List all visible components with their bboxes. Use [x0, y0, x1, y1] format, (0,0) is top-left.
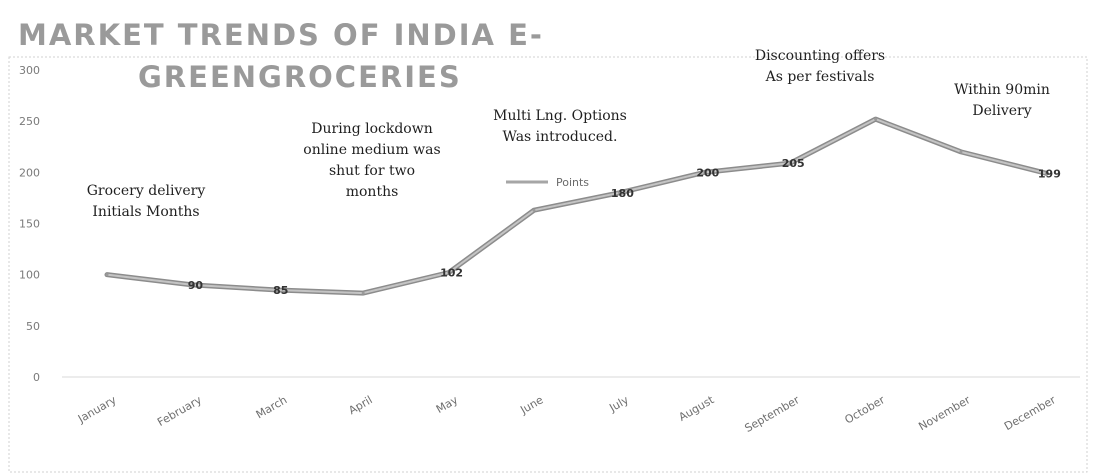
series-line-outline [104, 116, 1049, 296]
data-label-august: 200 [696, 166, 719, 179]
data-point-july [617, 191, 621, 195]
data-point-march [276, 288, 280, 292]
data-point-february [190, 283, 194, 287]
data-point-may [447, 271, 451, 275]
data-point-august [703, 170, 707, 174]
chart-title-line-2: GREENGROCERIES [138, 60, 462, 94]
data-label-may: 102 [440, 267, 463, 280]
chart-frame [8, 56, 1088, 473]
data-label-july: 180 [611, 187, 634, 200]
data-point-april [361, 291, 365, 295]
annotation-2-line-1: During lockdown [311, 121, 432, 137]
data-point-december [1044, 171, 1048, 175]
annotation-5-line-1: Within 90min [954, 82, 1050, 98]
x-tick-label-june: June [517, 393, 545, 417]
x-tick-label-december: December [1002, 393, 1058, 433]
annotation-2-line-3: shut for two [329, 163, 415, 179]
data-label-december: 199 [1038, 167, 1061, 180]
annotation-5-line-2: Delivery [972, 103, 1031, 119]
y-tick-label-250: 250 [19, 115, 40, 128]
x-tick-label-september: September [743, 393, 803, 435]
data-point-june [532, 208, 536, 212]
y-tick-label-0: 0 [33, 371, 40, 384]
data-label-september: 205 [782, 157, 805, 170]
annotation-3-line-2: Was introduced. [503, 129, 618, 145]
annotation-2-line-4: months [346, 184, 399, 200]
y-tick-label-200: 200 [19, 166, 40, 179]
data-point-october [874, 117, 878, 121]
data-label-february: 90 [188, 279, 204, 292]
x-tick-label-april: April [346, 393, 374, 417]
plot-area: 0 50 100 150 200 250 300 January February March Ap… [8, 48, 1088, 473]
data-label-march: 85 [273, 284, 288, 297]
y-tick-label-150: 150 [19, 218, 40, 231]
annotation-4-line-2: As per festivals [765, 69, 875, 85]
x-tick-label-october: October [842, 393, 887, 427]
annotation-1-line-2: Initials Months [92, 204, 199, 220]
annotation-1-line-1: Grocery delivery [87, 183, 206, 199]
x-tick-label-may: May [434, 393, 461, 416]
x-tick-label-february: February [155, 393, 204, 429]
data-point-september [788, 161, 792, 165]
x-tick-label-july: July [606, 393, 631, 415]
y-tick-label-50: 50 [26, 320, 40, 333]
x-tick-label-november: November [916, 393, 972, 433]
annotation-2-line-2: online medium was [303, 142, 440, 158]
y-tick-label-100: 100 [19, 269, 40, 282]
chart-title-line-1: MARKET TRENDS OF INDIA E- [18, 18, 544, 52]
data-point-january [105, 273, 109, 277]
data-point-november [959, 150, 963, 154]
x-tick-label-august: August [676, 393, 716, 424]
y-tick-label-300: 300 [19, 64, 40, 77]
series-line-points [106, 118, 1048, 295]
x-tick-label-march: March [254, 393, 290, 421]
legend-label: Points [556, 176, 589, 189]
annotation-4-line-1: Discounting offers [755, 48, 885, 64]
x-tick-label-january: January [75, 393, 119, 426]
annotation-3-line-1: Multi Lng. Options [493, 108, 627, 124]
